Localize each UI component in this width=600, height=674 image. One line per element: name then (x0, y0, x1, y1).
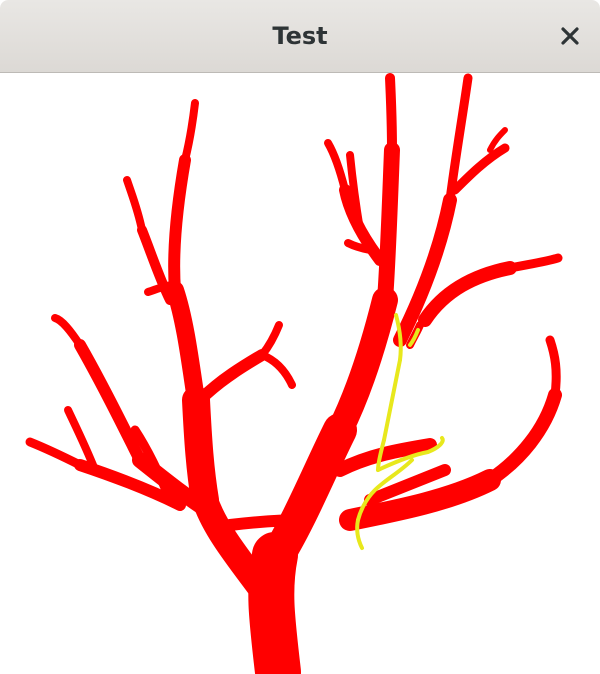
close-button[interactable] (554, 20, 586, 52)
vessel-tree-render (25, 73, 563, 674)
vessel-tree (25, 73, 563, 674)
close-icon (561, 27, 579, 45)
render-viewport[interactable] (0, 73, 600, 674)
window-title: Test (272, 22, 328, 50)
highlight-path (355, 313, 445, 550)
title-bar[interactable]: Test (0, 0, 600, 73)
